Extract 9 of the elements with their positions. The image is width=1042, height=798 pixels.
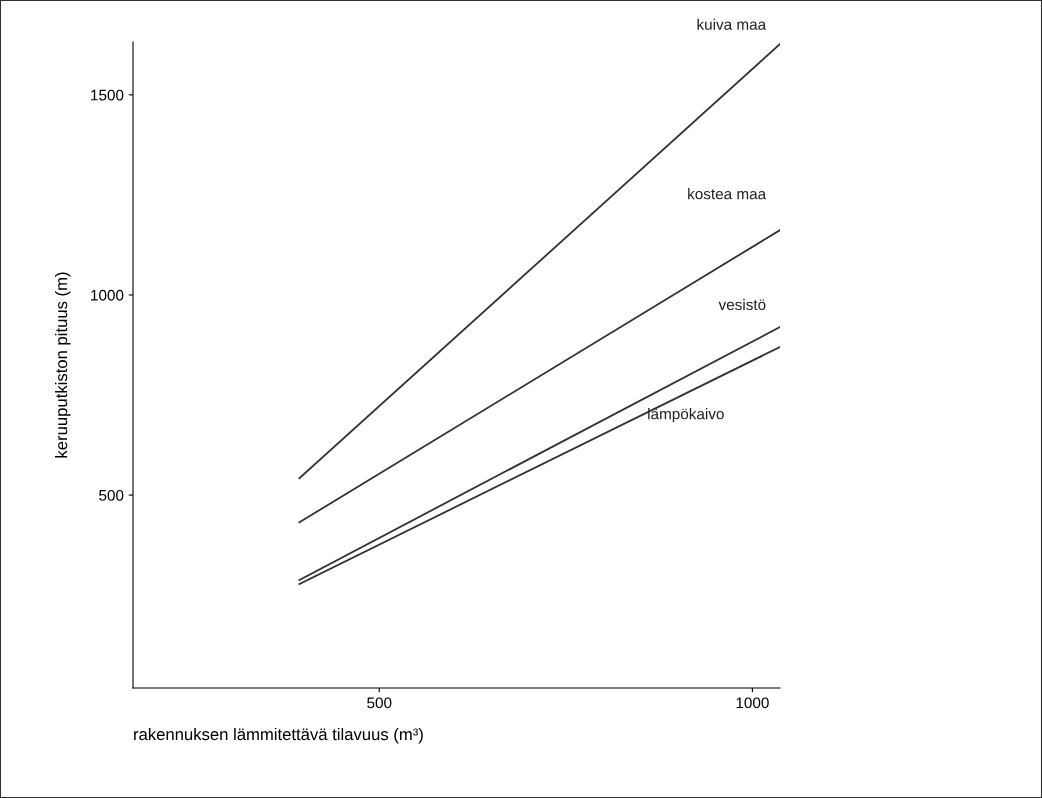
- text: kostea maa: [688, 188, 767, 200]
- series-label: lämpökaivo: [648, 408, 724, 423]
- y-tick-label: 1000: [91, 289, 124, 301]
- series-label: kuiva maa: [697, 18, 767, 30]
- y-axis-title: keruuputkiston pituus (m): [55, 272, 71, 458]
- x-axis-title: rakennuksen lämmitettävä tilavuus (m³): [134, 727, 423, 744]
- series-label: vesistö: [718, 298, 766, 311]
- y-tick-label: 1500: [91, 89, 124, 101]
- y-tick-label: 500: [99, 489, 124, 501]
